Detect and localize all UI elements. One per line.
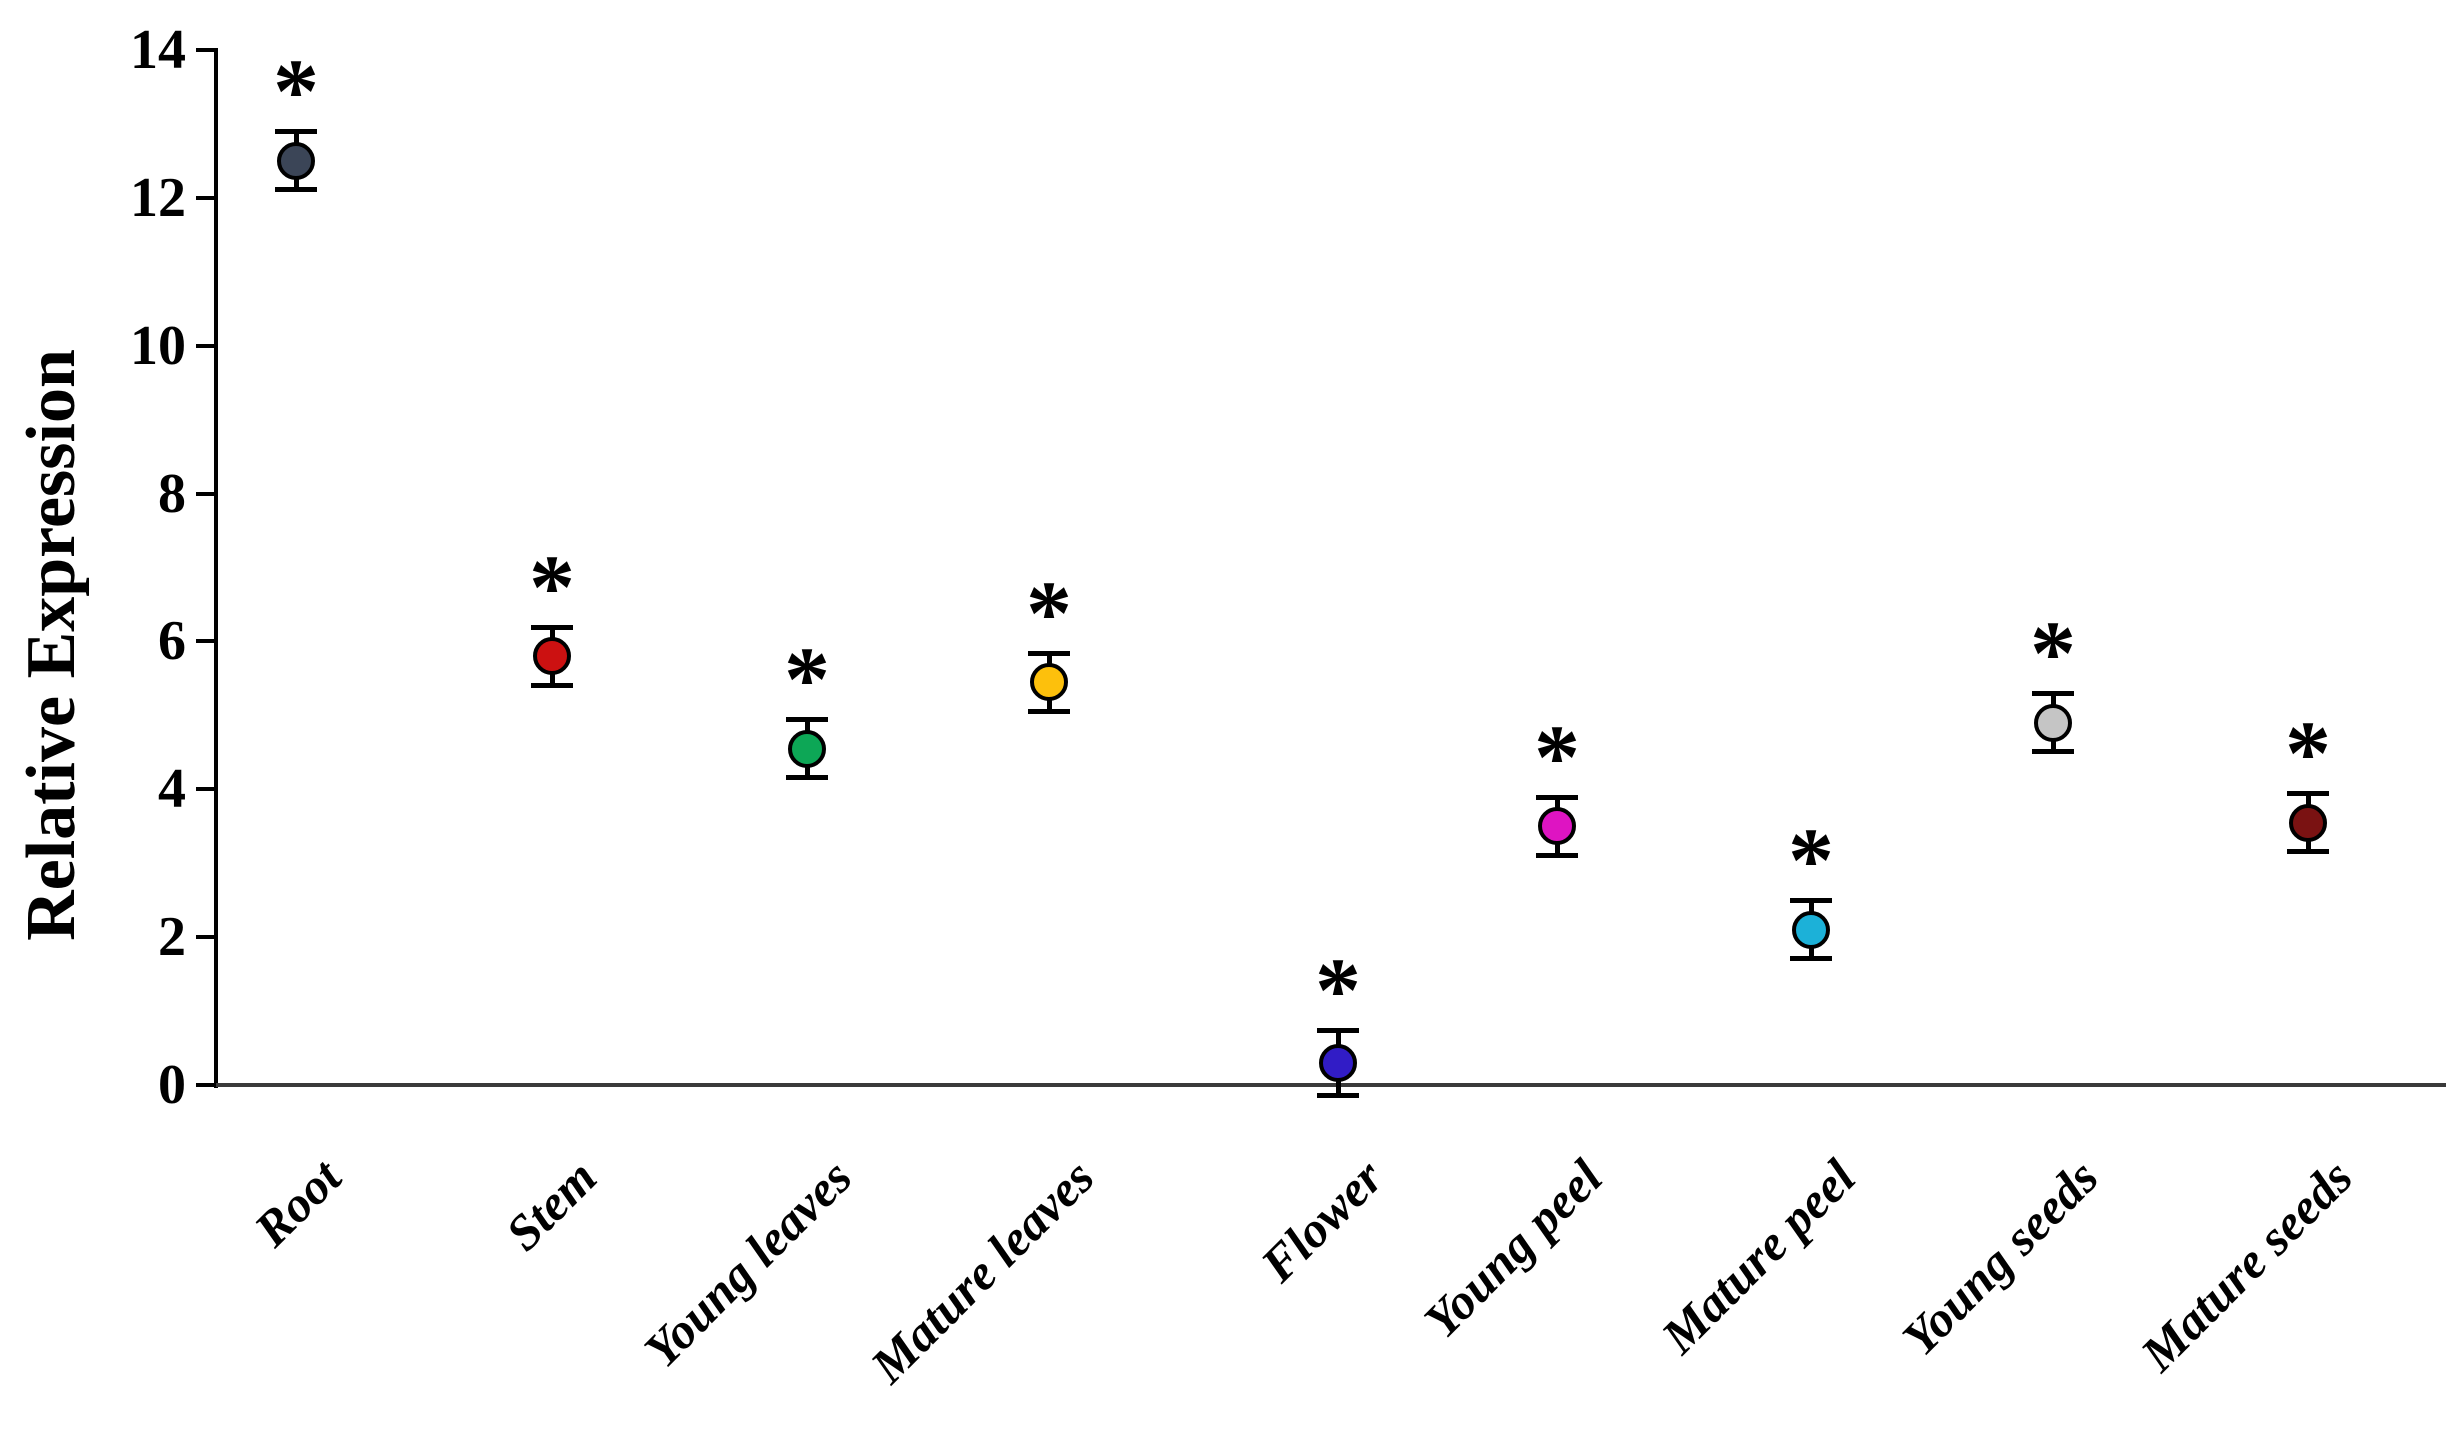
y-tick-label: 8 — [158, 462, 186, 525]
x-category-label-young-seeds: Young seeds — [1890, 1148, 2109, 1367]
x-category-label-mature-seeds: Mature seeds — [2130, 1148, 2364, 1382]
y-tick-label: 12 — [130, 166, 186, 229]
data-point-stem — [533, 637, 571, 676]
significance-asterisk: * — [1534, 705, 1580, 808]
y-tick-mark — [196, 1083, 216, 1087]
y-tick-mark — [196, 195, 216, 200]
error-bar-cap — [1317, 1093, 1359, 1099]
x-category-label-stem: Stem — [495, 1148, 608, 1261]
x-category-label-mature-leaves: Mature leaves — [859, 1148, 1105, 1394]
data-point-flower — [1319, 1043, 1357, 1082]
data-point-young-peel — [1538, 807, 1576, 846]
significance-asterisk: * — [2285, 701, 2331, 804]
y-tick-label: 10 — [130, 314, 186, 377]
data-point-mature-leaves — [1030, 663, 1068, 702]
error-bar-cap — [275, 129, 317, 135]
error-bar-cap — [1536, 794, 1578, 800]
error-bar-cap — [786, 775, 828, 781]
error-bar-cap — [2032, 749, 2074, 755]
x-category-label-young-peel: Young peel — [1412, 1148, 1613, 1349]
y-tick-mark — [196, 787, 216, 792]
error-bar-cap — [2032, 691, 2074, 697]
y-tick-mark — [196, 935, 216, 940]
y-tick-label: 6 — [158, 610, 186, 673]
data-point-mature-seeds — [2289, 803, 2327, 842]
y-tick-mark — [196, 343, 216, 348]
error-bar-cap — [1536, 852, 1578, 858]
data-point-mature-peel — [1792, 910, 1830, 949]
error-bar-cap — [786, 717, 828, 723]
y-tick-label: 14 — [130, 18, 186, 81]
x-category-label-flower: Flower — [1249, 1148, 1394, 1293]
error-bar-cap — [531, 624, 573, 630]
y-axis-line — [214, 48, 218, 1088]
significance-asterisk: * — [273, 40, 319, 143]
error-bar-cap — [2287, 849, 2329, 855]
error-bar-cap — [275, 187, 317, 193]
significance-asterisk: * — [1026, 561, 1072, 664]
x-category-label-young-leaves: Young leaves — [633, 1148, 863, 1378]
x-axis-line — [214, 1083, 2446, 1087]
error-bar-cap — [1317, 1027, 1359, 1033]
data-point-young-seeds — [2034, 703, 2072, 742]
error-bar-cap — [1028, 650, 1070, 656]
significance-asterisk: * — [1788, 809, 1834, 912]
y-tick-label: 0 — [158, 1054, 186, 1116]
y-tick-label: 2 — [158, 906, 186, 969]
error-bar-cap — [1028, 708, 1070, 714]
x-category-label-root: Root — [242, 1148, 352, 1258]
data-point-young-leaves — [788, 729, 826, 768]
error-bar-cap — [2287, 790, 2329, 796]
error-bar-cap — [1790, 898, 1832, 904]
significance-asterisk: * — [2030, 602, 2076, 705]
error-bar-cap — [531, 682, 573, 688]
y-tick-mark — [196, 491, 216, 496]
y-tick-label: 4 — [158, 758, 186, 821]
significance-asterisk: * — [529, 535, 575, 638]
data-point-root — [277, 141, 315, 180]
error-bar-cap — [1790, 956, 1832, 962]
y-tick-mark — [196, 639, 216, 644]
x-category-label-mature-peel: Mature peel — [1650, 1148, 1867, 1365]
significance-asterisk: * — [784, 628, 830, 731]
y-tick-mark — [196, 47, 216, 52]
significance-asterisk: * — [1315, 938, 1361, 1041]
